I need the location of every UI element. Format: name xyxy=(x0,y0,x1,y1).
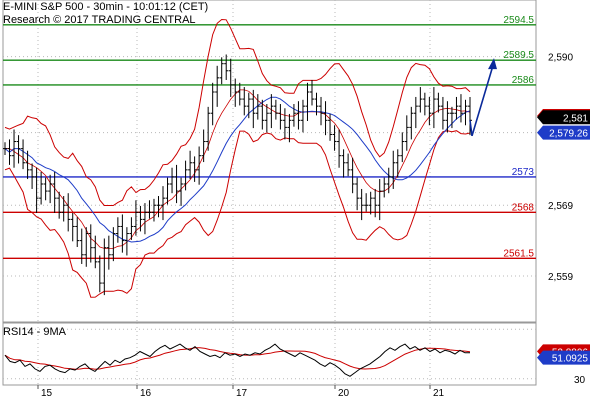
bollinger-upper-line xyxy=(4,18,471,206)
time-tick-label: 17 xyxy=(236,388,248,399)
projection-arrow-tail xyxy=(469,120,473,136)
copyright-text: Research © 2017 TRADING CENTRAL xyxy=(3,14,196,26)
price-tick-label: 2,569 xyxy=(548,201,573,212)
time-tick-label: 15 xyxy=(41,388,53,399)
rsi-title: RSI14 - 9MA xyxy=(3,326,66,338)
projection-arrow-head xyxy=(488,58,497,70)
rsi-ma-line xyxy=(4,347,471,370)
grid xyxy=(2,0,537,386)
rsi-line xyxy=(4,343,470,377)
level-label: 2561.5 xyxy=(503,248,534,259)
price-badge-label: 2,579.26 xyxy=(549,129,588,140)
last-price-badge: 2,581 xyxy=(537,110,590,125)
rsi-panel-frame xyxy=(2,322,537,386)
level-label: 2589.5 xyxy=(503,50,534,61)
price-badge: 2,579.26 xyxy=(537,125,590,140)
projection-arrow-group xyxy=(469,58,497,137)
bollinger-lower-line xyxy=(4,130,471,298)
level-label: 2586 xyxy=(512,75,535,86)
price-panel-frame xyxy=(2,0,537,323)
time-tick-label: 16 xyxy=(140,388,152,399)
chart-title: E-MINI S&P 500 - 30min - 10:01:12 (CET) xyxy=(3,1,209,13)
projection-arrow xyxy=(471,61,495,137)
time-tick-label: 21 xyxy=(433,388,445,399)
support-resistance-levels: 2594.5 2589.5 2586 2573 2568 2561.5 xyxy=(3,15,536,259)
time-axis: 15 16 17 20 21 xyxy=(37,385,445,399)
level-label: 2573 xyxy=(512,167,535,178)
moving-average-line xyxy=(4,96,471,243)
last-price-badge-label: 2,581 xyxy=(563,113,588,124)
rsi-panel: 3052.880651.0925 xyxy=(4,343,590,386)
candles xyxy=(3,54,472,296)
level-label: 2568 xyxy=(512,202,535,213)
price-tick-label: 2,559 xyxy=(548,272,573,283)
rsi-badge: 51.0925 xyxy=(537,350,590,365)
level-label: 2594.5 xyxy=(503,15,534,26)
bollinger-middle-line xyxy=(5,89,471,249)
rsi-tick-label: 30 xyxy=(574,375,586,386)
price-tick-label: 2,590 xyxy=(548,53,573,64)
indicator-lines xyxy=(4,18,471,298)
last-price-badge-shape xyxy=(537,110,590,125)
rsi-badge-shape xyxy=(537,350,590,365)
time-tick-label: 20 xyxy=(338,388,350,399)
price-badge-shape xyxy=(537,125,590,140)
rsi-badge-label: 51.0925 xyxy=(552,354,589,365)
